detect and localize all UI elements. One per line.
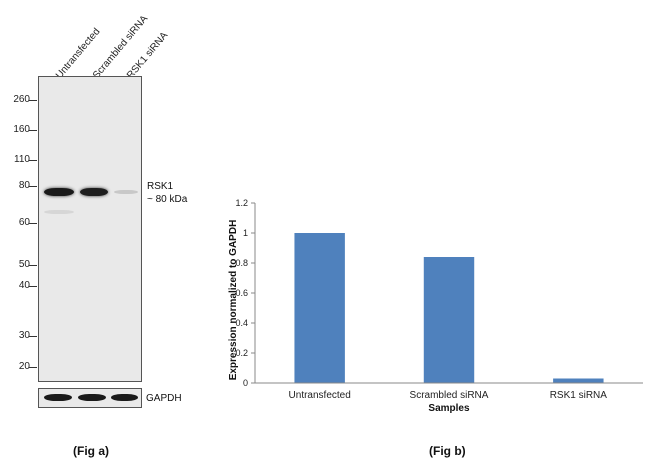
target-size-label: ~ 80 kDa: [147, 194, 188, 205]
loading-control-label: GAPDH: [146, 393, 182, 404]
y-tick-label: 0.4: [235, 318, 248, 328]
mw-marker-40: 40: [18, 280, 30, 291]
faint-smear: [44, 210, 74, 214]
y-tick-label: 1.2: [235, 198, 248, 208]
mw-tick: [29, 186, 37, 187]
fig-b-caption: (Fig b): [429, 444, 466, 458]
bar-2: [553, 378, 604, 383]
y-tick-label: 1: [243, 228, 248, 238]
mw-marker-60: 60: [18, 217, 30, 228]
y-tick-label: 0.8: [235, 258, 248, 268]
gapdh-band-scrambled: [78, 394, 106, 401]
x-tick-label: Scrambled siRNA: [410, 390, 489, 401]
mw-tick: [29, 223, 37, 224]
mw-tick: [29, 265, 37, 266]
y-tick-label: 0.2: [235, 348, 248, 358]
rsk1-band-untransfected: [44, 188, 74, 196]
mw-marker-260: 260: [13, 94, 30, 105]
mw-marker-160: 160: [13, 124, 30, 135]
bar-1: [423, 257, 475, 383]
y-tick-label: 0: [243, 378, 248, 388]
y-axis-title: Expression normalized to GAPDH: [228, 220, 239, 381]
bar-0: [294, 233, 345, 383]
mw-marker-80: 80: [18, 180, 30, 191]
blot-membrane: [38, 76, 142, 382]
mw-marker-30: 30: [18, 330, 30, 341]
y-tick-label: 0.6: [235, 288, 248, 298]
mw-tick: [29, 367, 37, 368]
mw-marker-20: 20: [18, 361, 30, 372]
target-label: RSK1: [147, 181, 174, 192]
mw-tick: [29, 100, 37, 101]
gapdh-band-rsk1-sirna: [111, 394, 138, 401]
mw-marker-110: 110: [14, 154, 30, 165]
rsk1-band-rsk1-sirna: [114, 190, 138, 194]
mw-tick: [29, 286, 37, 287]
x-tick-label: RSK1 siRNA: [550, 390, 608, 401]
mw-tick: [29, 336, 37, 337]
mw-tick: [29, 160, 37, 161]
mw-tick: [29, 130, 37, 131]
x-tick-label: Untransfected: [289, 390, 351, 401]
mw-marker-50: 50: [18, 259, 30, 270]
gapdh-band-untransfected: [44, 394, 72, 401]
x-axis-title: Samples: [428, 403, 470, 414]
fig-a-caption: (Fig a): [73, 444, 109, 458]
rsk1-band-scrambled: [80, 188, 108, 196]
